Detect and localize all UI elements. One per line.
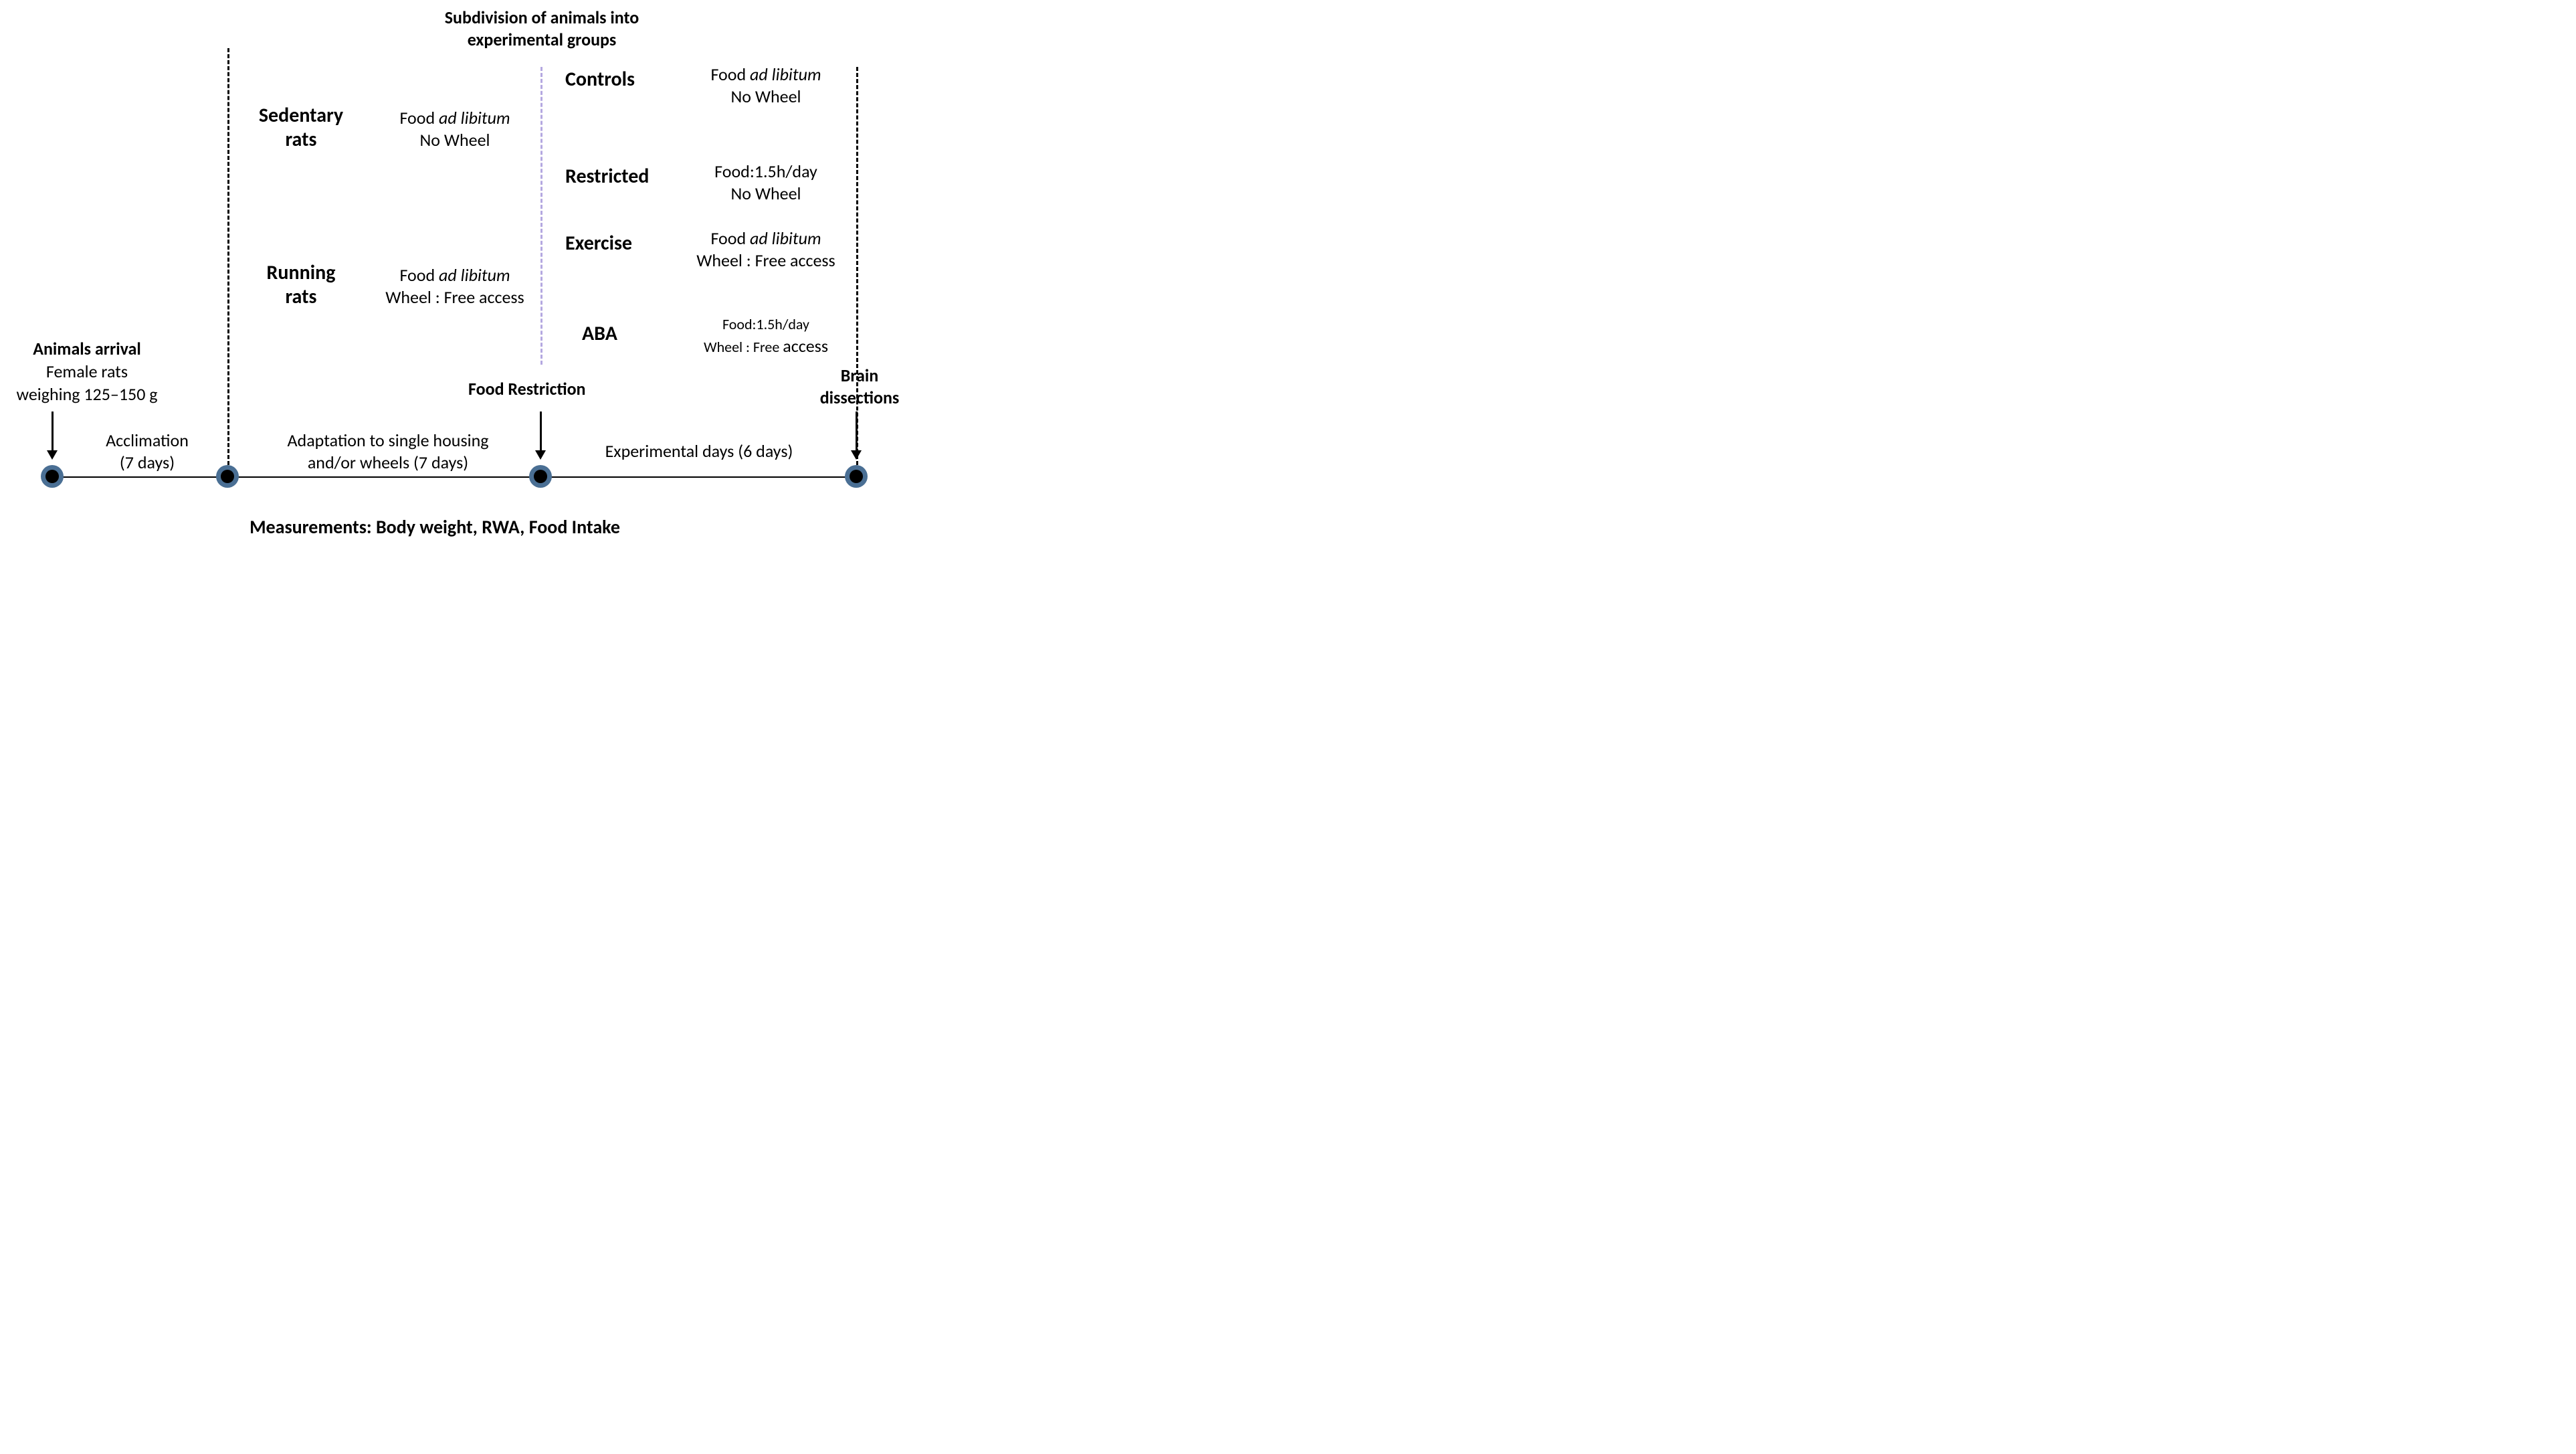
group-sedentary-name: Sedentary rats	[237, 104, 365, 152]
group-running-desc: Food ad libitum Wheel : Free access	[365, 264, 545, 308]
subdivision-title-line2: experimental groups	[468, 29, 617, 50]
timeline-node-3	[529, 465, 552, 488]
arrival-title: Animals arrival	[0, 338, 174, 361]
dash-line-2	[540, 67, 542, 365]
arrow-3-stem	[856, 412, 858, 452]
measurements-label: Measurements: Body weight, RWA, Food Int…	[201, 515, 669, 539]
arrival-line2: weighing 125–150 g	[0, 383, 174, 406]
group-exercise-name: Exercise	[565, 231, 632, 256]
subdivision-title: Subdivision of animals into experimental…	[361, 7, 722, 50]
arrival-line1: Female rats	[0, 361, 174, 383]
group-exercise-desc: Food ad libitum Wheel : Free access	[679, 228, 853, 271]
dash-line-1	[227, 48, 229, 465]
arrival-block: Animals arrival Female rats weighing 125…	[0, 338, 174, 405]
arrow-2-head	[535, 450, 546, 460]
group-restricted-desc: Food:1.5h/day No Wheel	[689, 161, 843, 204]
timeline-label-3: Experimental days (6 days)	[565, 440, 833, 462]
group-restricted-name: Restricted	[565, 164, 649, 189]
food-restriction-label: Food Restriction	[468, 378, 586, 399]
timeline-label-2: Adaptation to single housing and/or whee…	[254, 430, 522, 473]
group-controls-name: Controls	[565, 67, 635, 92]
timeline-node-1	[41, 465, 64, 488]
arrow-1-stem	[52, 412, 54, 452]
arrow-1-head	[47, 450, 58, 460]
group-running-name: Running rats	[244, 261, 358, 309]
timeline-node-4	[845, 465, 868, 488]
group-controls-desc: Food ad libitum No Wheel	[689, 64, 843, 107]
group-aba-desc: Food:1.5h/day Wheel : Free access	[686, 314, 846, 358]
arrow-2-stem	[540, 412, 542, 452]
brain-dissections-label: Brain dissections	[806, 365, 913, 408]
group-aba-name: ABA	[582, 321, 617, 346]
timeline-line	[52, 476, 856, 478]
timeline-label-1: Acclimation (7 days)	[74, 430, 221, 473]
arrow-3-head	[851, 450, 862, 460]
group-sedentary-desc: Food ad libitum No Wheel	[371, 107, 538, 151]
subdivision-title-line1: Subdivision of animals into	[445, 7, 639, 28]
